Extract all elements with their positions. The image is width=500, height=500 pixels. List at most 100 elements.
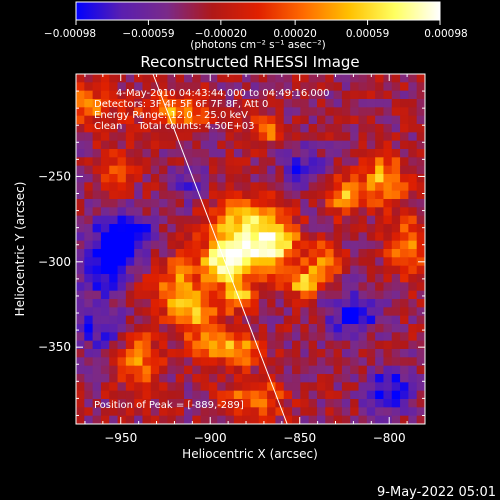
heatmap-cell xyxy=(117,182,127,192)
heatmap-cell xyxy=(350,374,360,383)
heatmap-cell xyxy=(358,82,368,92)
heatmap-cell xyxy=(308,399,318,408)
heatmap-cell xyxy=(233,132,243,142)
heatmap-cell xyxy=(150,340,160,350)
heatmap-cell xyxy=(159,357,169,367)
heatmap-cell xyxy=(92,115,102,125)
heatmap-cell xyxy=(167,332,177,342)
heatmap-cell xyxy=(300,382,310,392)
heatmap-cell xyxy=(184,165,193,175)
heatmap-cell xyxy=(76,199,85,208)
heatmap-cell xyxy=(250,365,260,375)
heatmap-cell xyxy=(316,265,326,275)
heatmap-cell xyxy=(350,249,360,258)
heatmap-cell xyxy=(300,407,310,417)
heatmap-cell xyxy=(375,107,385,117)
heatmap-cell xyxy=(391,390,401,400)
heatmap-cell xyxy=(400,249,409,258)
heatmap-cell xyxy=(84,115,94,125)
heatmap-cell xyxy=(383,415,393,424)
heatmap-cell xyxy=(391,132,401,142)
heatmap-cell xyxy=(267,324,277,333)
heatmap-cell xyxy=(283,190,293,200)
heatmap-cell xyxy=(258,132,268,142)
heatmap-cell xyxy=(408,332,418,342)
heatmap-cell xyxy=(92,390,102,400)
heatmap-cell xyxy=(150,132,160,142)
heatmap-cell xyxy=(333,182,343,192)
heatmap-cell xyxy=(275,299,285,308)
heatmap-cell xyxy=(134,207,144,217)
heatmap-cell xyxy=(350,349,360,358)
heatmap-cell xyxy=(125,315,135,325)
heatmap-cell xyxy=(283,249,293,258)
heatmap-cell xyxy=(125,390,135,400)
colorbar-tick-label: 0.00020 xyxy=(273,28,316,40)
heatmap-cell xyxy=(333,390,343,400)
heatmap-cell xyxy=(242,324,252,333)
heatmap-cell xyxy=(200,165,210,175)
heatmap-cell xyxy=(325,124,335,133)
heatmap-cell xyxy=(383,274,393,283)
heatmap-cell xyxy=(109,82,119,92)
heatmap-cell xyxy=(416,140,425,150)
heatmap-cell xyxy=(167,340,177,350)
heatmap-cell xyxy=(200,115,210,125)
heatmap-cell xyxy=(258,165,268,175)
heatmap-cell xyxy=(84,124,94,133)
heatmap-cell xyxy=(100,382,110,392)
heatmap-cell xyxy=(408,224,418,233)
heatmap-cell xyxy=(84,190,94,200)
heatmap-cell xyxy=(150,349,160,358)
heatmap-cell xyxy=(383,90,393,100)
heatmap-cell xyxy=(208,174,218,183)
heatmap-cell xyxy=(366,165,376,175)
heatmap-cell xyxy=(208,349,218,358)
heatmap-cell xyxy=(316,307,326,317)
heatmap-cell xyxy=(76,232,85,242)
heatmap-cell xyxy=(159,257,169,267)
heatmap-cell xyxy=(250,290,260,300)
heatmap-cell xyxy=(76,357,85,367)
heatmap-cell xyxy=(109,415,119,424)
heatmap-cell xyxy=(391,224,401,233)
heatmap-cell xyxy=(233,290,243,300)
heatmap-cell xyxy=(258,107,268,117)
heatmap-cell xyxy=(358,224,368,233)
heatmap-cell xyxy=(416,157,425,167)
heatmap-cell xyxy=(275,399,285,408)
heatmap-cell xyxy=(358,157,368,167)
heatmap-cell xyxy=(150,290,160,300)
heatmap-cell xyxy=(84,382,94,392)
heatmap-cell xyxy=(184,149,193,158)
heatmap-cell xyxy=(117,124,127,133)
heatmap-cell xyxy=(300,282,310,292)
heatmap-cell xyxy=(142,332,152,342)
heatmap-cell xyxy=(76,382,85,392)
heatmap-cell xyxy=(125,349,135,358)
heatmap-cell xyxy=(375,315,385,325)
heatmap-cell xyxy=(192,407,202,417)
heatmap-cell xyxy=(383,115,393,125)
heatmap-cell xyxy=(275,240,285,250)
heatmap-cell xyxy=(192,90,202,100)
heatmap-cell xyxy=(325,232,335,242)
heatmap-cell xyxy=(100,74,110,83)
heatmap-cell xyxy=(84,274,94,283)
heatmap-cell xyxy=(366,74,376,83)
heatmap-cell xyxy=(84,132,94,142)
heatmap-cell xyxy=(167,240,177,250)
heatmap-cell xyxy=(300,215,310,225)
heatmap-cell xyxy=(250,240,260,250)
heatmap-cell xyxy=(325,182,335,192)
heatmap-cell xyxy=(333,332,343,342)
heatmap-cell xyxy=(366,140,376,150)
heatmap-cell xyxy=(117,324,127,333)
heatmap-cell xyxy=(242,382,252,392)
heatmap-cell xyxy=(150,115,160,125)
heatmap-cell xyxy=(242,307,252,317)
heatmap-cell xyxy=(159,399,169,408)
heatmap-cell xyxy=(242,240,252,250)
heatmap-cell xyxy=(275,174,285,183)
heatmap-cell xyxy=(192,82,202,92)
